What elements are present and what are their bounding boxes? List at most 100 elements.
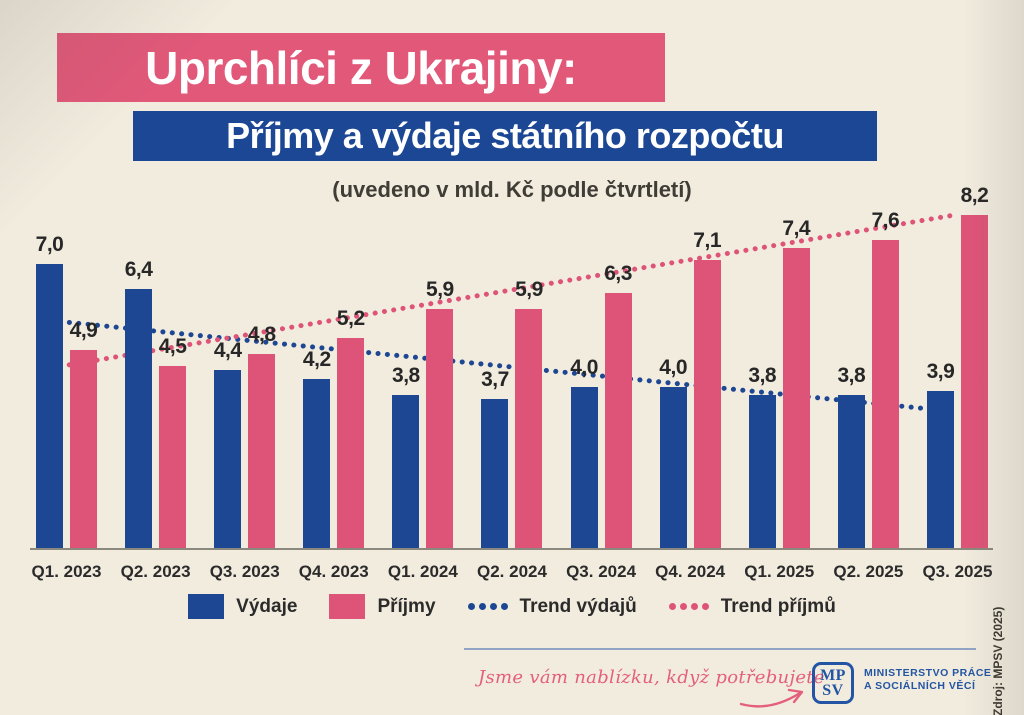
bar-group-q2-2023: 6,4 4,5 Q2. 2023 (121, 258, 191, 581)
legend-swatch-dots-icon (467, 603, 508, 610)
bar-value-label: 3,8 (392, 363, 420, 387)
main-title: Uprchlíci z Ukrajiny: (145, 41, 577, 94)
bar-p-jmy-q1-2025: 7,4 (782, 217, 811, 550)
bar-p-jmy-q2-2023: 4,5 (159, 335, 187, 550)
trend-lines-layer (57, 212, 955, 414)
bar-value-label: 7,0 (35, 233, 64, 257)
bar-value-label: 4,8 (247, 323, 276, 347)
legend-dot-icon (701, 603, 709, 610)
ministry-name: MINISTERSTVO PRÁCE A SOCIÁLNÍCH VĚCÍ (864, 667, 991, 693)
bar-p-jmy-q3-2024: 6,3 (604, 262, 632, 550)
chart-unit-note: (uvedeno v mld. Kč podle čtvrtletí) (332, 177, 692, 202)
bar-p-jmy-q2-2025: 7,6 (871, 209, 900, 550)
bar-group-q3-2023: 4,4 4,8 Q3. 2023 (210, 323, 280, 581)
bar-v-daje-q1-2025: 3,8 (748, 364, 777, 550)
bar-p-jmy-q3-2023: 4,8 (248, 323, 276, 550)
bar-value-label: 7,4 (782, 217, 811, 241)
legend-item-trend-p-jm: Trend příjmů (668, 595, 836, 618)
bar-value-label: 4,9 (69, 319, 98, 343)
legend-dot-icon (690, 603, 698, 610)
mpsv-logo-line2: SV (822, 682, 844, 699)
legend-dot-icon (467, 603, 475, 610)
bar-v-daje-q2-2023: 6,4 (125, 258, 153, 550)
x-axis-label-q3-2023: Q3. 2023 (209, 562, 280, 581)
bar-value-label: 3,8 (837, 363, 866, 387)
x-axis-label-q2-2025: Q2. 2025 (833, 562, 904, 581)
bar-value-label: 4,0 (570, 355, 598, 379)
bar-value-label: 7,1 (693, 229, 722, 253)
ministry-name-line2: A SOCIÁLNÍCH VĚCÍ (864, 680, 976, 693)
bar-value-label: 7,6 (871, 208, 900, 232)
bar-v-daje-q2-2025: 3,8 (837, 364, 866, 550)
tagline-arrow-icon (739, 688, 804, 708)
bar-value-label: 3,8 (748, 363, 777, 387)
bar-value-label: 8,2 (960, 184, 989, 208)
bar-group-q4-2023: 4,2 5,2 Q4. 2023 (299, 307, 369, 581)
bar-value-label: 4,5 (158, 335, 187, 359)
x-axis-label-q2-2023: Q2. 2023 (120, 562, 191, 581)
legend-item-trend-v-daj: Trend výdajů (467, 595, 637, 618)
x-axis-label-q1-2023: Q1. 2023 (31, 562, 102, 581)
bar-group-q1-2023: 7,0 4,9 Q1. 2023 (32, 233, 102, 581)
footer-divider (464, 648, 976, 650)
x-axis-label-q1-2024: Q1. 2024 (387, 562, 458, 581)
legend-dot-icon (489, 603, 497, 610)
legend-item-v-daje: Výdaje (188, 594, 297, 619)
bar-p-jmy-q4-2024: 7,1 (693, 229, 722, 550)
bar-group-q1-2025: 3,8 7,4 Q1. 2025 (744, 217, 814, 581)
x-axis-label-q2-2024: Q2. 2024 (476, 562, 547, 581)
bar-v-daje-q3-2023: 4,4 (214, 339, 242, 550)
x-axis-label-q3-2024: Q3. 2024 (566, 562, 637, 581)
x-axis-label-q4-2023: Q4. 2023 (298, 562, 369, 581)
bar-value-label: 4,4 (213, 339, 242, 363)
bar-p-jmy-q2-2024: 5,9 (515, 278, 543, 550)
ministry-tagline: Jsme vám nablízku, když potřebujete (478, 667, 825, 688)
bar-value-label: 6,4 (124, 257, 153, 281)
legend-dot-icon (500, 603, 508, 610)
legend-swatch-square-icon (188, 594, 225, 619)
legend-label: Trend příjmů (720, 595, 836, 617)
bar-v-daje-q3-2025: 3,9 (927, 360, 955, 550)
mpsv-logo-line1: MP (820, 666, 846, 684)
bar-value-label: 3,9 (926, 359, 955, 383)
bar-value-label: 5,2 (336, 306, 365, 330)
x-axis-label-q1-2025: Q1. 2025 (744, 562, 815, 581)
bar-v-daje-q4-2024: 4,0 (659, 356, 688, 550)
x-axis-label-q3-2025: Q3. 2025 (922, 562, 993, 581)
legend-label: Příjmy (377, 595, 436, 617)
bar-group-q2-2025: 3,8 7,6 Q2. 2025 (833, 209, 903, 581)
bar-group-q2-2024: 3,7 5,9 Q2. 2024 (477, 278, 547, 581)
legend-label: Trend výdajů (519, 595, 637, 617)
bar-group-q3-2024: 4,0 6,3 Q3. 2024 (566, 262, 636, 581)
legend-item-p-jmy: Příjmy (329, 594, 436, 619)
bar-p-jmy-q1-2023: 4,9 (70, 319, 98, 550)
bar-value-label: 4,2 (302, 347, 331, 371)
bar-value-label: 3,7 (481, 368, 509, 392)
bar-chart: 7,0 4,9 Q1. 2023 6,4 4,5 Q2. 2023 4,4 4,8 Q3. 20… (32, 184, 993, 581)
bar-value-label: 6,3 (604, 261, 632, 285)
sub-title-banner: Příjmy a výdaje státního rozpočtu (133, 111, 877, 161)
trendline-trend-p-jm (57, 212, 955, 369)
ministry-name-line1: MINISTERSTVO PRÁCE (864, 667, 992, 679)
bar-p-jmy-q1-2024: 5,9 (426, 278, 454, 550)
chart-legend: Výdaje Příjmy Trend výdajů Trend příjmů (0, 594, 1024, 619)
bar-value-label: 4,0 (659, 355, 688, 379)
bar-group-q4-2024: 4,0 7,1 Q4. 2024 (655, 229, 725, 581)
bar-p-jmy-q4-2023: 5,2 (337, 307, 365, 550)
legend-dot-icon (679, 603, 687, 610)
bar-group-q3-2025: 3,9 8,2 Q3. 2025 (922, 184, 992, 581)
legend-swatch-square-icon (329, 594, 366, 619)
source-credit: Zdroj: MPSV (2025) (991, 606, 1005, 715)
bar-group-q1-2024: 3,8 5,9 Q1. 2024 (388, 278, 458, 581)
legend-swatch-dots-icon (668, 603, 709, 610)
legend-dot-icon (668, 603, 676, 610)
trendline-trend-v-daj (57, 319, 955, 414)
sub-title: Příjmy a výdaje státního rozpočtu (226, 115, 784, 156)
legend-label: Výdaje (236, 595, 298, 617)
mpsv-logo-icon: MP SV (812, 662, 854, 704)
bar-v-daje-q4-2023: 4,2 (303, 348, 331, 550)
bar-v-daje-q3-2024: 4,0 (570, 356, 598, 550)
bars: 7,0 4,9 Q1. 2023 6,4 4,5 Q2. 2023 4,4 4,8 Q3. 20… (32, 184, 993, 581)
bar-p-jmy-q3-2025: 8,2 (961, 184, 989, 550)
legend-dot-icon (478, 603, 486, 610)
